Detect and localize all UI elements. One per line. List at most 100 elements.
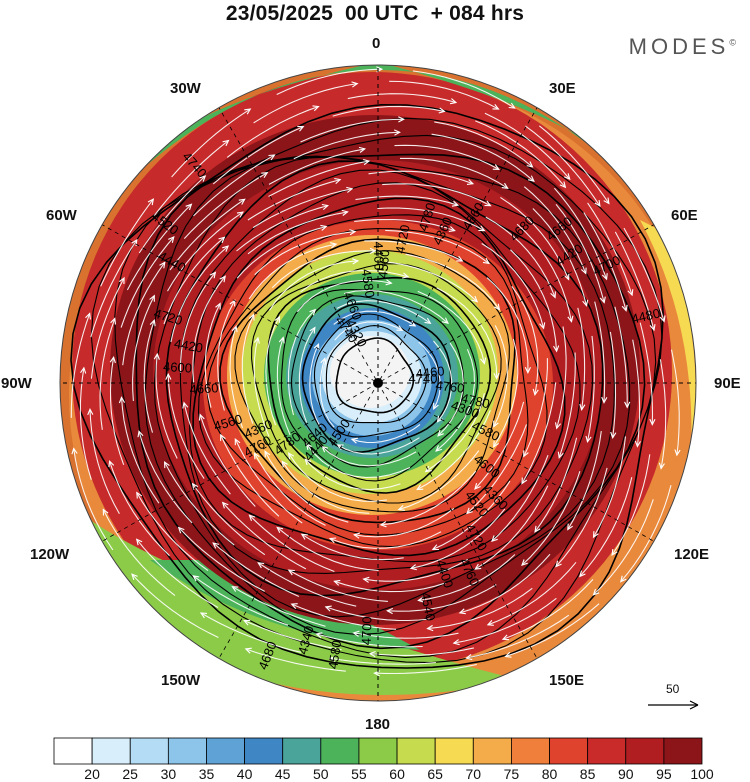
streamline xyxy=(491,454,549,542)
streamline-arrowhead xyxy=(385,279,393,286)
streamline-arrowhead xyxy=(620,575,627,583)
streamline-arrowhead xyxy=(261,172,269,179)
streamline xyxy=(368,170,474,185)
brand-name: MODES xyxy=(628,34,730,59)
streamline xyxy=(247,179,341,221)
streamline xyxy=(300,269,409,293)
streamline xyxy=(288,569,388,602)
meridian-60w-120e xyxy=(100,223,656,543)
streamline xyxy=(170,245,229,343)
streamline xyxy=(269,260,358,311)
streamline-arrowhead xyxy=(471,295,479,303)
streamline-arrowhead xyxy=(351,81,359,88)
streamline xyxy=(155,353,178,459)
streamline-arrowhead xyxy=(164,460,170,469)
lon-label-90w: 90W xyxy=(1,375,32,392)
streamline xyxy=(321,446,417,467)
reference-vector-label: 50 xyxy=(666,682,680,696)
streamline-arrowhead xyxy=(109,355,116,364)
streamline xyxy=(614,231,655,331)
streamline xyxy=(109,461,170,557)
contour-line xyxy=(267,276,492,494)
streamline-arrowhead xyxy=(504,651,512,658)
streamline xyxy=(276,68,382,95)
streamline xyxy=(374,663,477,675)
streamline-arrowhead xyxy=(482,257,490,265)
streamline-arrowhead xyxy=(557,451,564,459)
contour-line xyxy=(335,337,415,414)
streamline-arrowhead xyxy=(649,324,656,332)
streamline-arrowhead xyxy=(328,537,337,544)
colorbar-swatch xyxy=(282,737,322,765)
streamline-arrowhead xyxy=(484,200,492,207)
lon-label-30w: 30W xyxy=(170,80,201,97)
streamline-arrowhead xyxy=(501,182,509,189)
colorbar-swatch xyxy=(511,737,550,765)
streamline xyxy=(453,597,557,644)
streamline-arrowhead xyxy=(416,484,424,491)
streamline-arrowhead xyxy=(563,173,571,181)
streamline-arrowhead xyxy=(85,312,91,320)
streamline xyxy=(417,290,485,364)
streamline xyxy=(245,648,346,672)
streamline xyxy=(611,454,651,556)
lon-label-150w: 150W xyxy=(161,672,201,689)
streamline-arrowhead xyxy=(674,449,681,457)
streamline-arrowhead xyxy=(243,619,251,626)
contour-label: 4720 xyxy=(392,223,412,254)
streamline xyxy=(122,261,166,366)
colorbar-swatch xyxy=(91,737,131,765)
streamline xyxy=(236,225,327,279)
streamline xyxy=(364,240,463,262)
streamline-arrowhead xyxy=(110,317,117,325)
lon-label-120w: 120W xyxy=(30,546,70,563)
streamline xyxy=(333,310,416,327)
streamline xyxy=(131,573,219,638)
colorbar-tick-label: 25 xyxy=(122,766,138,782)
streamline xyxy=(558,352,576,458)
band-20 xyxy=(330,336,410,408)
streamline-arrowhead xyxy=(550,291,556,299)
streamline-arrowhead xyxy=(287,452,295,460)
streamline xyxy=(276,337,291,436)
streamline xyxy=(138,431,193,524)
streamline xyxy=(253,337,270,437)
contour-line xyxy=(301,303,452,453)
streamline-arrowhead xyxy=(221,501,229,509)
streamline-arrowhead xyxy=(451,200,460,207)
streamline-arrowhead xyxy=(431,544,439,551)
streamline xyxy=(347,93,457,104)
streamline-arrowhead xyxy=(456,255,464,262)
streamline-arrowhead xyxy=(486,620,494,626)
lon-label-90e: 90E xyxy=(714,375,741,392)
streamline xyxy=(252,188,353,229)
streamline-arrowhead xyxy=(137,430,144,438)
streamline-arrowhead xyxy=(659,315,666,323)
lon-label-60w: 60W xyxy=(46,207,77,224)
streamline xyxy=(136,492,209,572)
streamline-arrowhead xyxy=(136,491,143,499)
reference-vector-arrowhead xyxy=(689,700,699,710)
streamline xyxy=(167,374,205,479)
streamline xyxy=(594,301,606,403)
streamline xyxy=(614,306,628,408)
streamline xyxy=(380,470,477,526)
streamline xyxy=(153,140,229,217)
meridian-30e-150w xyxy=(217,105,539,661)
streamline-arrowhead xyxy=(559,181,567,189)
streamline-arrowhead xyxy=(199,612,208,619)
streamline-arrowhead xyxy=(437,429,444,437)
streamline xyxy=(521,471,581,566)
streamline xyxy=(183,172,268,239)
streamline-arrowhead xyxy=(135,538,143,546)
streamline-arrowhead xyxy=(108,460,115,468)
streamline-arrowhead xyxy=(165,372,172,380)
streamline-arrowhead xyxy=(177,526,185,534)
wind-speed-field: 4740464045604520442044204340432043004360… xyxy=(60,65,696,701)
streamline-arrowhead xyxy=(448,226,456,232)
streamline-arrowhead xyxy=(478,225,486,232)
colorbar-swatch xyxy=(625,737,665,765)
contour-label: 4580 xyxy=(359,268,378,299)
streamline xyxy=(254,453,326,526)
streamline-arrowhead xyxy=(458,608,466,615)
